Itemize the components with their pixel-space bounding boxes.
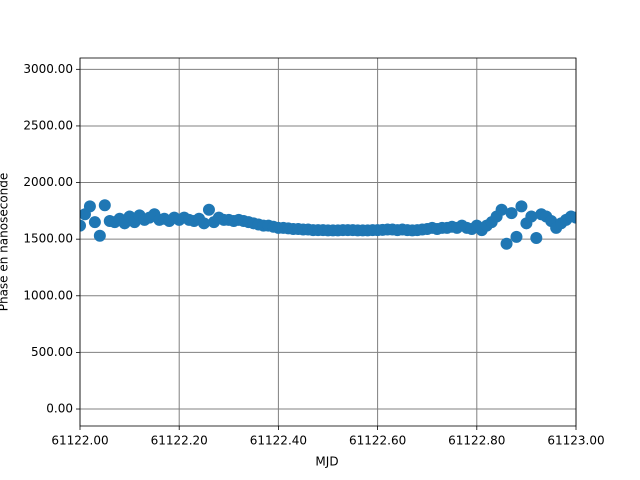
point bbox=[570, 211, 576, 224]
point bbox=[80, 219, 86, 232]
point bbox=[510, 230, 523, 243]
x-tick-label: 61122.00 bbox=[51, 434, 108, 448]
x-axis-label: MJD bbox=[315, 455, 338, 469]
point bbox=[88, 216, 101, 229]
y-tick-label: 1500.00 bbox=[23, 232, 73, 246]
point bbox=[525, 210, 538, 223]
point bbox=[505, 207, 518, 220]
point bbox=[495, 203, 508, 216]
plot-frame bbox=[79, 57, 577, 427]
y-tick-label: 2000.00 bbox=[23, 175, 73, 189]
x-tick-label: 61123.00 bbox=[547, 434, 604, 448]
point bbox=[198, 217, 210, 230]
point bbox=[83, 200, 96, 213]
x-tick-label: 61122.40 bbox=[250, 434, 307, 448]
point bbox=[500, 237, 513, 250]
y-axis-label: Phase en nanoseconde bbox=[0, 173, 11, 312]
point bbox=[515, 200, 528, 213]
point bbox=[202, 203, 215, 216]
y-tick-label: 3000.00 bbox=[23, 62, 73, 76]
point bbox=[530, 232, 543, 245]
x-tick-label: 61122.80 bbox=[448, 434, 505, 448]
y-tick-label: 0.00 bbox=[46, 402, 73, 416]
x-tick-label: 61122.20 bbox=[151, 434, 208, 448]
point bbox=[98, 199, 111, 212]
y-tick-label: 2500.00 bbox=[23, 118, 73, 132]
x-tick-label: 61122.60 bbox=[349, 434, 406, 448]
y-tick-label: 1000.00 bbox=[23, 288, 73, 302]
point bbox=[93, 229, 106, 242]
y-tick-label: 500.00 bbox=[31, 345, 73, 359]
